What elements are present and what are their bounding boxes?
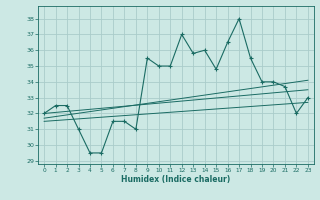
X-axis label: Humidex (Indice chaleur): Humidex (Indice chaleur) [121, 175, 231, 184]
